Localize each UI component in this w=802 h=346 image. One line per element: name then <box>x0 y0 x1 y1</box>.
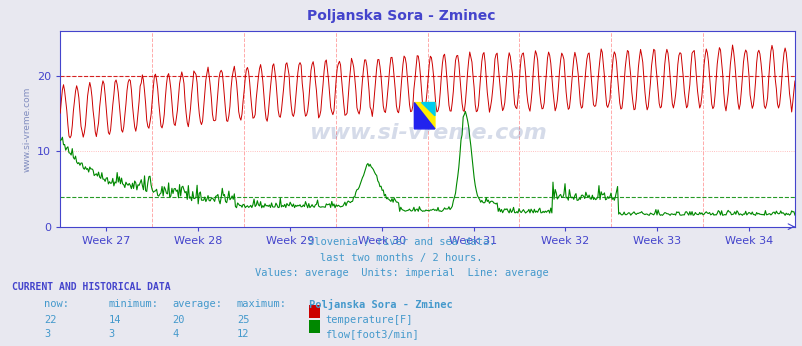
Text: Poljanska Sora - Zminec: Poljanska Sora - Zminec <box>309 299 452 310</box>
Text: flow[foot3/min]: flow[foot3/min] <box>325 329 419 339</box>
Text: 25: 25 <box>237 315 249 325</box>
Text: maximum:: maximum: <box>237 299 286 309</box>
Text: 3: 3 <box>44 329 51 339</box>
Text: 20: 20 <box>172 315 185 325</box>
Polygon shape <box>421 102 435 116</box>
Text: Poljanska Sora - Zminec: Poljanska Sora - Zminec <box>307 9 495 22</box>
Polygon shape <box>414 102 435 129</box>
Text: 12: 12 <box>237 329 249 339</box>
Text: 22: 22 <box>44 315 57 325</box>
Text: www.si-vreme.com: www.si-vreme.com <box>22 86 31 172</box>
Text: now:: now: <box>44 299 69 309</box>
Text: Slovenia / river and sea data.: Slovenia / river and sea data. <box>307 237 495 247</box>
Text: 14: 14 <box>108 315 121 325</box>
Text: temperature[F]: temperature[F] <box>325 315 412 325</box>
Text: 4: 4 <box>172 329 179 339</box>
Text: CURRENT AND HISTORICAL DATA: CURRENT AND HISTORICAL DATA <box>12 282 171 292</box>
Text: Values: average  Units: imperial  Line: average: Values: average Units: imperial Line: av… <box>254 268 548 278</box>
Text: minimum:: minimum: <box>108 299 158 309</box>
Text: 3: 3 <box>108 329 115 339</box>
Text: last two months / 2 hours.: last two months / 2 hours. <box>320 253 482 263</box>
Polygon shape <box>414 102 435 129</box>
Text: www.si-vreme.com: www.si-vreme.com <box>308 123 546 143</box>
Text: average:: average: <box>172 299 222 309</box>
